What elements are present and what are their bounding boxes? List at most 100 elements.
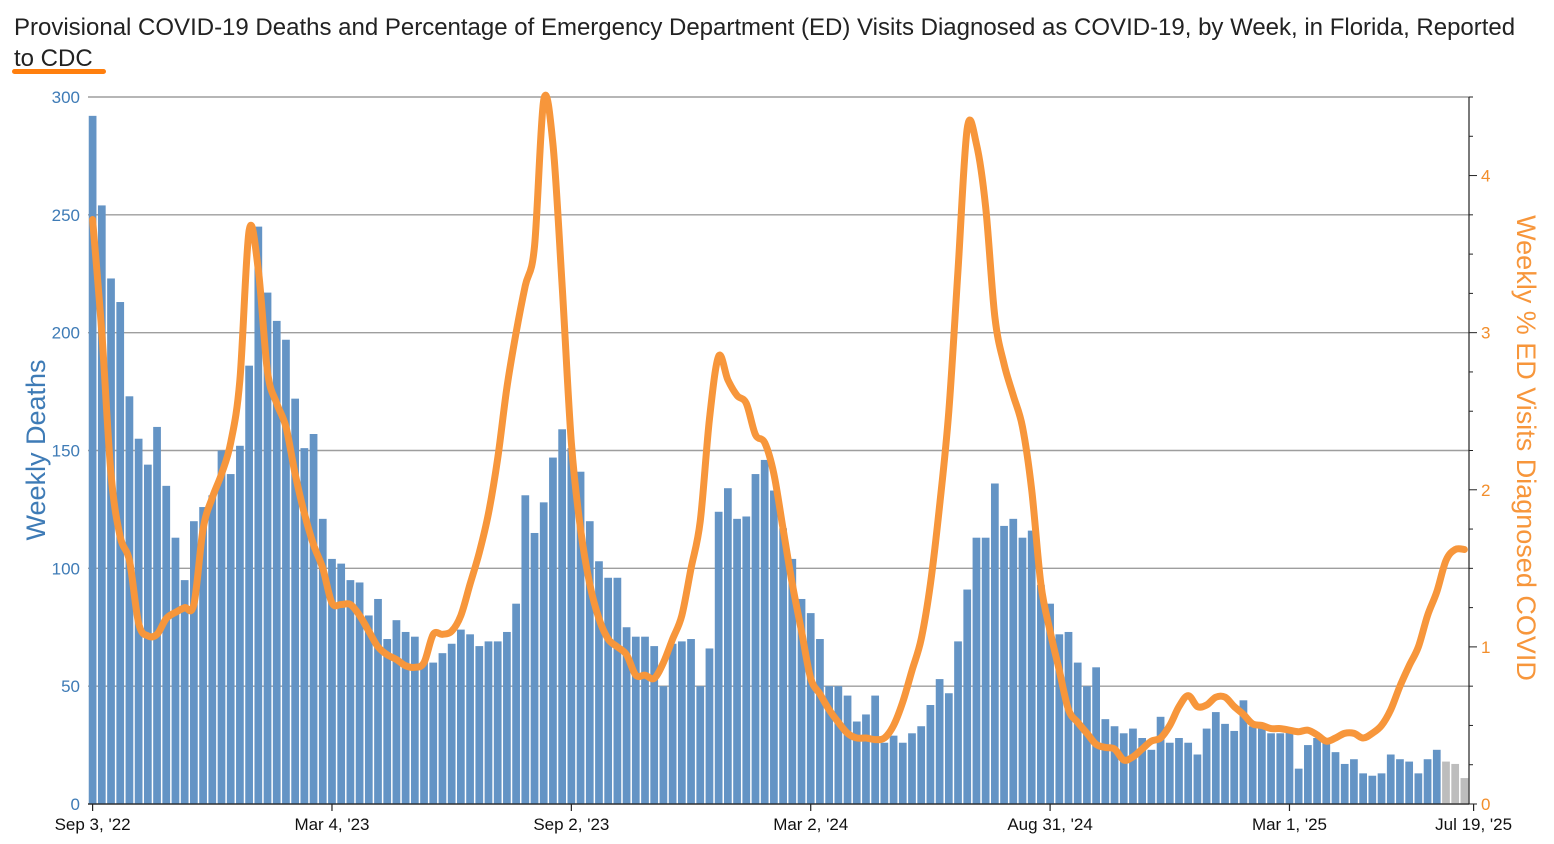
bar	[659, 686, 668, 804]
bar	[355, 582, 364, 804]
bar	[687, 639, 695, 804]
bar	[1294, 768, 1303, 804]
bar	[1221, 723, 1229, 804]
bar	[558, 429, 567, 804]
bar	[889, 735, 898, 804]
bar	[410, 636, 419, 804]
bar	[1313, 738, 1321, 804]
bar	[512, 603, 520, 804]
bar	[1046, 603, 1054, 804]
bar	[1165, 742, 1174, 804]
bar	[88, 115, 97, 805]
bar	[816, 639, 824, 804]
bar	[1193, 754, 1202, 804]
bar	[1248, 726, 1257, 804]
bar	[1211, 712, 1220, 804]
bar	[604, 577, 613, 804]
bar	[1432, 749, 1441, 804]
bar	[1451, 763, 1460, 804]
bar	[852, 721, 861, 804]
bar	[898, 742, 907, 804]
bar	[806, 613, 815, 804]
bar	[420, 662, 428, 804]
bar	[1322, 742, 1331, 804]
bar	[1285, 730, 1294, 804]
bar	[705, 648, 714, 804]
bar	[1018, 537, 1027, 804]
state-underline	[12, 69, 106, 74]
bar	[346, 580, 355, 804]
bar	[539, 502, 548, 804]
bar	[383, 639, 392, 804]
bar	[1386, 754, 1395, 804]
bar	[272, 320, 281, 804]
bar	[1073, 662, 1082, 804]
bar	[576, 471, 585, 804]
bar	[153, 426, 161, 804]
chart-title: Provisional COVID-19 Deaths and Percenta…	[14, 12, 1534, 74]
bar	[871, 695, 880, 804]
y-tick-label-right: 3	[1481, 324, 1490, 343]
bar	[263, 292, 272, 804]
bar	[595, 561, 603, 804]
bar-series	[88, 115, 1469, 805]
x-tick-label: Mar 4, '23	[294, 815, 369, 834]
bar	[530, 532, 539, 804]
x-tick-label: Mar 2, '24	[773, 815, 848, 834]
bar	[1257, 726, 1266, 804]
bar	[1267, 733, 1275, 804]
chart-title-suffix: , Reported to CDC	[14, 14, 1516, 72]
y-tick-label-left: 150	[52, 442, 80, 461]
bar	[282, 339, 290, 804]
y-tick-label-left: 200	[52, 324, 80, 343]
x-tick-label: Sep 2, '23	[533, 815, 609, 834]
bar	[1055, 634, 1064, 804]
y-tick-label-left: 100	[52, 559, 80, 578]
bar	[199, 507, 207, 804]
bar	[97, 205, 106, 804]
bar	[503, 631, 511, 804]
bar	[493, 641, 502, 804]
bar	[1460, 778, 1469, 804]
bar	[1359, 773, 1367, 804]
y-axis-left-label: Weekly Deaths	[21, 359, 51, 540]
y-tick-label-right: 4	[1481, 167, 1490, 186]
x-tick-label: Aug 31, '24	[1007, 815, 1092, 834]
y-tick-label-left: 0	[71, 795, 80, 814]
bar	[770, 490, 778, 804]
bar	[318, 518, 327, 804]
bar	[585, 521, 594, 804]
bar	[291, 398, 300, 804]
y-tick-label-left: 50	[61, 677, 80, 696]
y-tick-label-left: 250	[52, 206, 80, 225]
y-tick-label-right: 1	[1481, 638, 1490, 657]
bar	[1396, 759, 1404, 804]
bar	[125, 396, 134, 804]
bar	[1119, 733, 1128, 804]
y-axis-right-label: Weekly % ED Visits Diagnosed COVID	[1511, 215, 1541, 681]
bar	[1037, 584, 1045, 804]
x-tick-label: Mar 1, '25	[1252, 815, 1327, 834]
bar	[226, 474, 235, 804]
bar	[613, 577, 622, 804]
line-series	[89, 91, 1468, 764]
bar	[1340, 763, 1349, 804]
bar	[1331, 752, 1340, 804]
bar	[880, 742, 889, 804]
bar	[438, 653, 447, 804]
bar	[1009, 518, 1018, 804]
ed-visits-line	[89, 91, 1468, 764]
bar	[1202, 728, 1211, 804]
bar	[521, 495, 530, 804]
bar	[908, 733, 916, 804]
bar	[190, 521, 198, 804]
bar	[935, 679, 944, 804]
bar	[963, 589, 972, 804]
bar	[162, 485, 171, 804]
bar	[797, 598, 806, 804]
bar	[457, 629, 465, 804]
bar	[825, 686, 833, 804]
bar	[1184, 742, 1193, 804]
bar	[1101, 719, 1110, 804]
